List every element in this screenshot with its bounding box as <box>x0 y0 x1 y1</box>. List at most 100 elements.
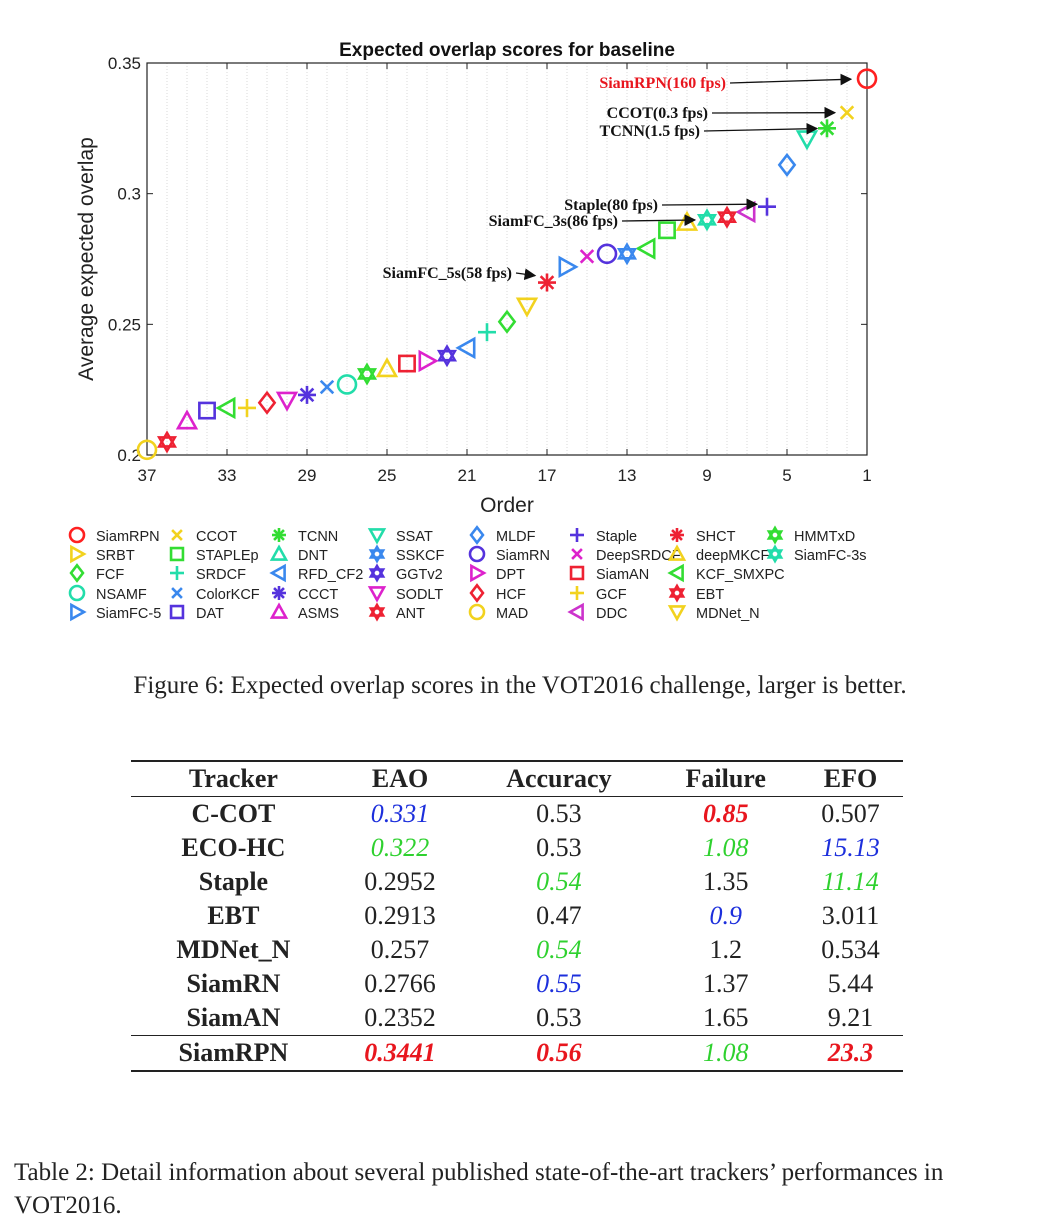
tracker-name-cell: C-COT <box>191 799 276 828</box>
tracker-name-cell: MDNet_N <box>176 935 291 964</box>
data-point-sodlt <box>275 391 299 412</box>
x-tick-label: 13 <box>618 466 637 485</box>
data-point-srdcf <box>478 323 496 342</box>
y-tick-label: 0.25 <box>108 315 141 334</box>
data-point-mdnet-n <box>515 297 539 318</box>
value-cell: 1.35 <box>702 867 749 896</box>
table-body: C-COT 0.331 0.53 0.85 0.507 ECO-HC 0.322 0.53 1.… <box>131 797 903 1071</box>
legend-label: ColorKCF <box>196 587 260 603</box>
legend-marker <box>171 587 183 599</box>
legend-marker <box>269 544 289 561</box>
tracker-name-cell: Staple <box>198 867 269 896</box>
data-point-ant <box>156 430 178 454</box>
legend-marker <box>667 563 684 583</box>
value-cell: 0.2952 <box>364 867 436 896</box>
value-cell: 0.56 <box>536 1038 582 1067</box>
column-header: EAO <box>371 764 429 793</box>
plot-frame <box>146 62 868 456</box>
data-point-asms <box>175 409 199 430</box>
legend-marker <box>670 528 684 542</box>
legend-marker <box>469 525 485 545</box>
data-point-siamrn <box>596 243 618 265</box>
legend-marker <box>170 566 184 580</box>
legend-label: DDC <box>596 606 627 622</box>
legend-marker <box>570 528 584 542</box>
annotation-arrow <box>621 214 697 226</box>
value-cell: 0.534 <box>821 935 880 964</box>
legend-marker <box>766 544 784 564</box>
value-cell: 15.13 <box>821 833 880 862</box>
legend-label: KCF_SMXPC <box>696 567 785 583</box>
table-row: Staple 0.2952 0.54 1.35 11.14 <box>131 865 903 899</box>
legend-marker <box>469 583 485 603</box>
legend-label: MDNet_N <box>696 606 760 622</box>
legend-label: STAPLEp <box>196 548 259 564</box>
legend-marker <box>470 563 487 583</box>
annotation-arrow <box>729 73 853 86</box>
legend-label: SSKCF <box>396 548 444 564</box>
value-cell: 23.3 <box>827 1038 874 1067</box>
x-axis-label: Order <box>480 494 534 517</box>
x-tick-label: 33 <box>218 466 237 485</box>
data-point-rfd-cf2 <box>455 336 476 360</box>
value-cell: 0.507 <box>821 799 880 828</box>
legend-label: DNT <box>298 548 328 564</box>
results-table: Tracker EAO Accuracy Failure EFO C-COT 0.331 0… <box>131 760 903 1072</box>
value-cell: 3.011 <box>821 901 880 930</box>
legend-label: CCOT <box>196 529 237 545</box>
data-point-gcf <box>238 398 256 417</box>
value-cell: 0.55 <box>536 969 582 998</box>
table-row: ECO-HC 0.322 0.53 1.08 15.13 <box>131 831 903 865</box>
data-point-siamrpn <box>856 68 878 89</box>
data-point-ebt <box>716 205 738 229</box>
x-tick-label: 17 <box>538 466 557 485</box>
tracker-name-cell: ECO-HC <box>181 833 286 862</box>
legend-marker <box>368 602 386 622</box>
x-tick-label: 21 <box>458 466 477 485</box>
table-caption: Table 2: Detail information about severa… <box>14 1159 944 1219</box>
expected-overlap-figure: 37 33 29 25 21 17 13 9 5 1 0.2 0.25 0.3 0.35 Expected … <box>68 40 878 622</box>
legend-marker <box>171 529 183 541</box>
data-point-ddc <box>735 200 756 224</box>
legend-label: HMMTxD <box>794 529 855 545</box>
legend-marker <box>567 602 584 622</box>
legend-marker <box>70 602 87 622</box>
data-point-mad <box>136 439 158 461</box>
legend-marker <box>272 586 286 600</box>
legend-marker <box>272 528 286 542</box>
data-point-ccot <box>839 105 855 120</box>
annotation-label: SiamFC_3s(86 fps) <box>489 213 618 230</box>
table-row: EBT 0.2913 0.47 0.9 3.011 <box>131 899 903 933</box>
legend-label: SRDCF <box>196 567 246 583</box>
data-point-siamfc-5s <box>558 255 579 279</box>
legend-marker <box>571 548 583 560</box>
data-point-hcf <box>257 390 277 415</box>
legend-marker <box>668 583 686 603</box>
data-point-ggtv2 <box>436 344 458 368</box>
value-cell: 0.53 <box>536 1003 582 1032</box>
x-tick-label: 9 <box>702 466 711 485</box>
data-point-kcf-smxpc <box>215 396 236 420</box>
tracker-name-cell: SiamAN <box>186 1003 281 1032</box>
legend-marker <box>169 546 185 562</box>
legend-label: MLDF <box>496 529 536 545</box>
value-cell: 1.65 <box>702 1003 749 1032</box>
tracker-name-cell: SiamRPN <box>178 1038 289 1067</box>
legend-label: MAD <box>496 606 528 622</box>
annotation-arrow <box>515 268 537 280</box>
legend-label: HCF <box>496 587 526 603</box>
annotation-label: SiamRPN(160 fps) <box>599 75 726 92</box>
x-tick-label: 37 <box>138 466 157 485</box>
legend-marker <box>367 528 387 545</box>
column-header: EFO <box>823 764 878 793</box>
legend-label: SiamRPN <box>96 529 160 545</box>
value-cell: 0.9 <box>709 901 742 930</box>
value-cell: 0.54 <box>536 867 582 896</box>
column-header: Accuracy <box>506 764 612 793</box>
legend-marker <box>667 605 687 622</box>
legend-marker <box>269 602 289 619</box>
annotation-label: TCNN(1.5 fps) <box>600 123 700 140</box>
table-row: SiamRN 0.2766 0.55 1.37 5.44 <box>131 967 903 1001</box>
y-axis-label: Average expected overlap <box>75 137 98 381</box>
data-point-fcf <box>497 309 517 334</box>
